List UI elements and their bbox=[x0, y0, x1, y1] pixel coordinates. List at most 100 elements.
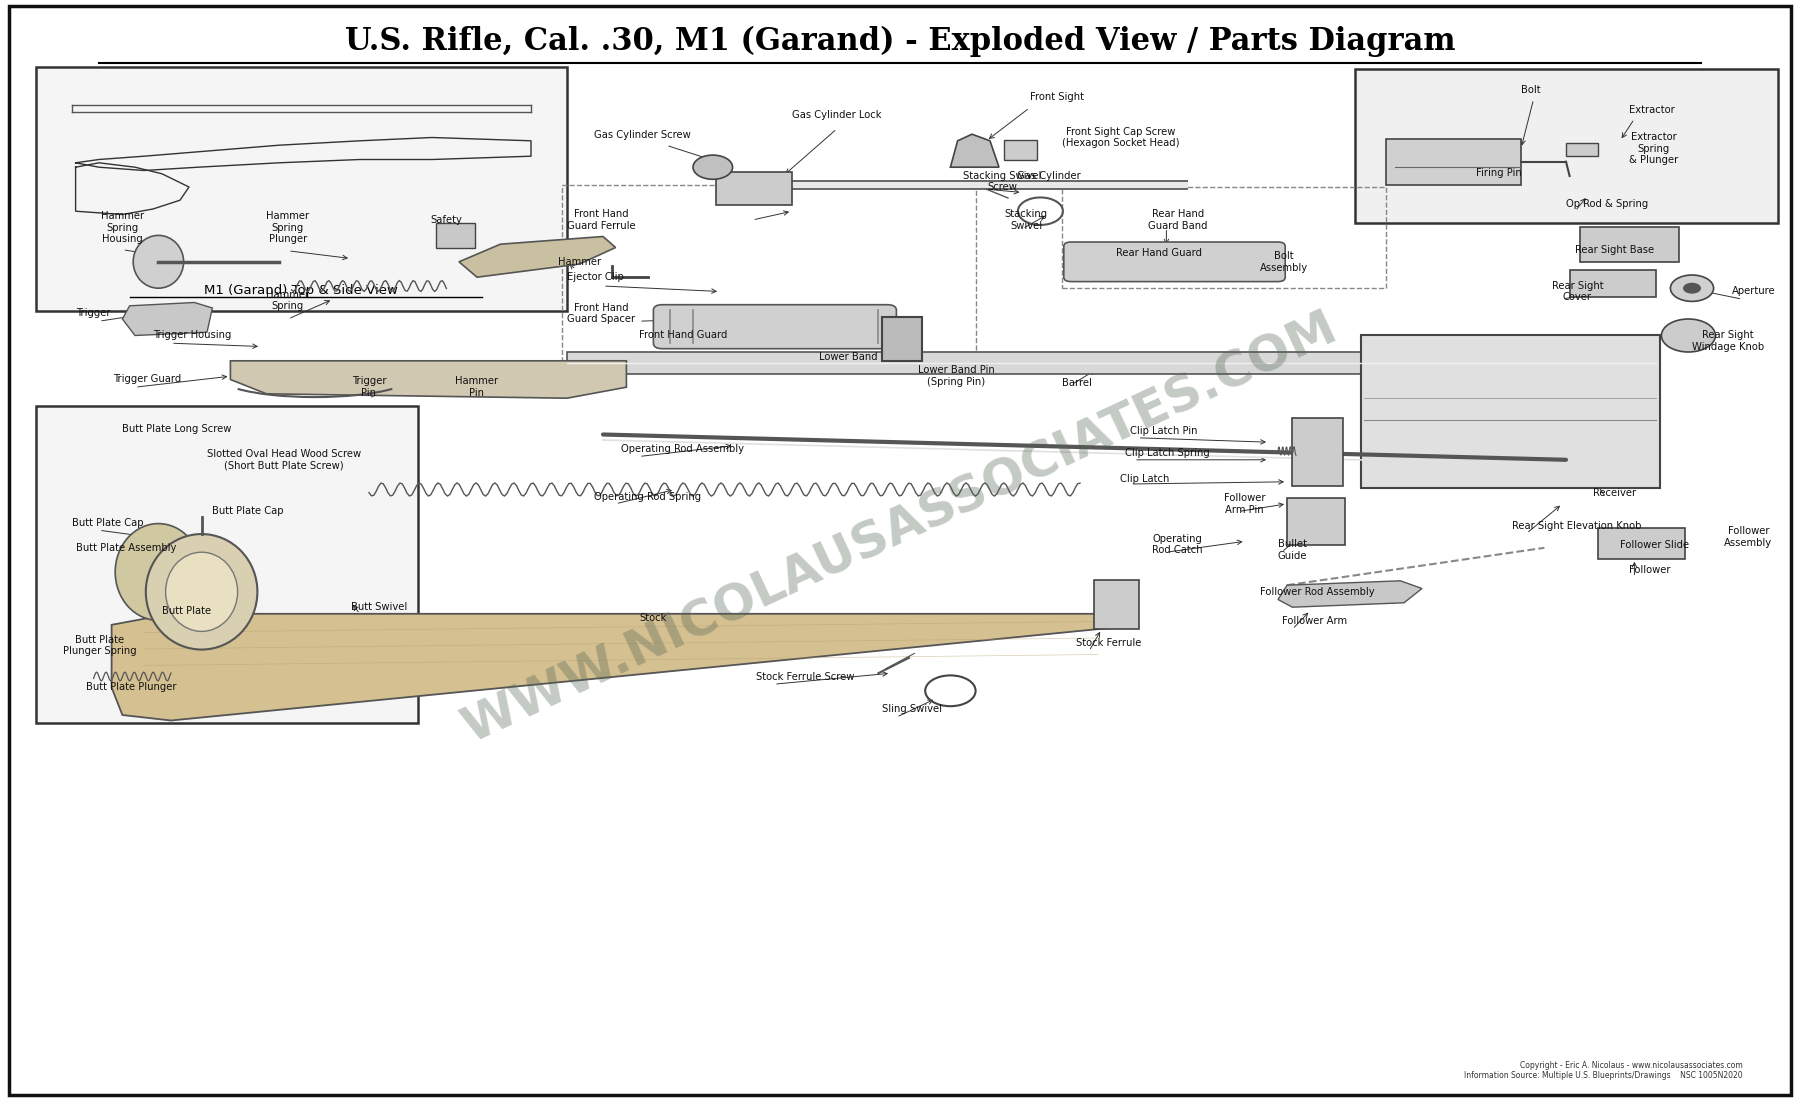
Bar bbox=[567, 352, 1656, 374]
Text: Front Sight Cap Screw
(Hexagon Socket Head): Front Sight Cap Screw (Hexagon Socket He… bbox=[1062, 126, 1179, 148]
Text: Hammer: Hammer bbox=[558, 256, 601, 267]
Polygon shape bbox=[1278, 581, 1422, 607]
Bar bbox=[1580, 227, 1679, 262]
Text: Gas Cylinder Lock: Gas Cylinder Lock bbox=[792, 110, 882, 121]
Text: Clip Latch Spring: Clip Latch Spring bbox=[1125, 448, 1210, 459]
FancyBboxPatch shape bbox=[653, 305, 896, 349]
Text: Front Hand Guard: Front Hand Guard bbox=[639, 330, 727, 341]
Text: Butt Plate: Butt Plate bbox=[162, 605, 211, 616]
Bar bbox=[1570, 270, 1656, 297]
FancyBboxPatch shape bbox=[36, 406, 418, 723]
Text: Butt Plate Cap: Butt Plate Cap bbox=[72, 517, 144, 528]
FancyBboxPatch shape bbox=[1064, 242, 1285, 282]
Polygon shape bbox=[950, 134, 999, 167]
Bar bbox=[1292, 418, 1343, 486]
Ellipse shape bbox=[133, 235, 184, 288]
Text: Receiver: Receiver bbox=[1593, 487, 1636, 498]
Text: Follower: Follower bbox=[1629, 564, 1670, 575]
Text: Rear Hand Guard: Rear Hand Guard bbox=[1116, 248, 1202, 258]
Bar bbox=[716, 172, 792, 205]
Text: Hammer
Spring
Housing: Hammer Spring Housing bbox=[101, 211, 144, 244]
Circle shape bbox=[1661, 319, 1715, 352]
Text: Bolt
Assembly: Bolt Assembly bbox=[1260, 251, 1309, 273]
Text: Hammer
Spring
Plunger: Hammer Spring Plunger bbox=[266, 211, 310, 244]
Ellipse shape bbox=[115, 524, 202, 620]
Text: Operating Rod Spring: Operating Rod Spring bbox=[594, 492, 702, 503]
Text: Operating
Rod Catch: Operating Rod Catch bbox=[1152, 534, 1202, 556]
Text: Butt Plate
Plunger Spring: Butt Plate Plunger Spring bbox=[63, 635, 137, 657]
Text: Clip Latch: Clip Latch bbox=[1120, 473, 1168, 484]
Text: Extractor
Spring
& Plunger: Extractor Spring & Plunger bbox=[1629, 132, 1678, 165]
Text: Follower Slide: Follower Slide bbox=[1620, 539, 1688, 550]
Text: Follower
Assembly: Follower Assembly bbox=[1724, 526, 1773, 548]
Text: Operating Rod Assembly: Operating Rod Assembly bbox=[621, 443, 743, 454]
Text: Slotted Oval Head Wood Screw
(Short Butt Plate Screw): Slotted Oval Head Wood Screw (Short Butt… bbox=[207, 449, 362, 471]
FancyBboxPatch shape bbox=[36, 67, 567, 311]
Text: Sling Swivel: Sling Swivel bbox=[882, 704, 941, 715]
Text: Gas Cylinder: Gas Cylinder bbox=[1017, 170, 1080, 182]
Text: Bolt: Bolt bbox=[1521, 85, 1541, 96]
Polygon shape bbox=[230, 361, 626, 398]
Bar bbox=[1004, 140, 1037, 159]
Text: Trigger
Pin: Trigger Pin bbox=[351, 376, 387, 398]
Bar bbox=[1566, 143, 1598, 156]
Bar bbox=[1287, 498, 1345, 544]
Polygon shape bbox=[459, 236, 616, 277]
Text: Ejector Clip: Ejector Clip bbox=[567, 272, 625, 283]
Ellipse shape bbox=[166, 552, 238, 631]
Text: Butt Plate Assembly: Butt Plate Assembly bbox=[76, 542, 176, 553]
Text: U.S. Rifle, Cal. .30, M1 (Garand) - Exploded View / Parts Diagram: U.S. Rifle, Cal. .30, M1 (Garand) - Expl… bbox=[344, 26, 1456, 57]
Text: Stock Ferrule: Stock Ferrule bbox=[1076, 638, 1141, 649]
Text: Trigger Housing: Trigger Housing bbox=[153, 330, 232, 341]
Text: Stacking
Swivel: Stacking Swivel bbox=[1004, 209, 1048, 231]
Text: Stock: Stock bbox=[639, 613, 666, 624]
Text: Copyright - Eric A. Nicolaus - www.nicolausassociates.com
Information Source: Mu: Copyright - Eric A. Nicolaus - www.nicol… bbox=[1463, 1060, 1742, 1080]
Text: Stacking Swivel
Screw: Stacking Swivel Screw bbox=[963, 170, 1042, 192]
Polygon shape bbox=[122, 302, 212, 336]
Text: Front Hand
Guard Ferrule: Front Hand Guard Ferrule bbox=[567, 209, 635, 231]
Circle shape bbox=[1670, 275, 1714, 301]
Text: Front Sight: Front Sight bbox=[1030, 91, 1084, 102]
Text: Lower Band Pin
(Spring Pin): Lower Band Pin (Spring Pin) bbox=[918, 365, 995, 387]
Text: Rear Sight
Windage Knob: Rear Sight Windage Knob bbox=[1692, 330, 1764, 352]
Bar bbox=[1598, 528, 1685, 559]
Text: Clip Latch Pin: Clip Latch Pin bbox=[1130, 426, 1199, 437]
Text: Butt Plate Plunger: Butt Plate Plunger bbox=[86, 682, 176, 693]
Circle shape bbox=[1683, 283, 1701, 294]
Text: Op Rod & Spring: Op Rod & Spring bbox=[1566, 198, 1649, 209]
Text: Rear Sight Base: Rear Sight Base bbox=[1575, 244, 1654, 255]
Text: Aperture: Aperture bbox=[1732, 286, 1775, 297]
Text: Lower Band: Lower Band bbox=[819, 352, 878, 363]
Text: Gas Cylinder Screw: Gas Cylinder Screw bbox=[594, 130, 691, 141]
Text: Follower Arm: Follower Arm bbox=[1282, 616, 1346, 627]
Text: Trigger: Trigger bbox=[76, 308, 110, 319]
Text: Hammer
Pin: Hammer Pin bbox=[455, 376, 499, 398]
Text: Bullet
Guide: Bullet Guide bbox=[1278, 539, 1307, 561]
Bar bbox=[1386, 139, 1521, 185]
Bar bbox=[436, 223, 475, 248]
Text: Butt Swivel: Butt Swivel bbox=[351, 602, 407, 613]
FancyBboxPatch shape bbox=[1355, 69, 1778, 223]
Text: Follower
Arm Pin: Follower Arm Pin bbox=[1224, 493, 1265, 515]
Text: Stock Ferrule Screw: Stock Ferrule Screw bbox=[756, 671, 855, 682]
Bar bbox=[562, 185, 976, 363]
Text: Rear Hand
Guard Band: Rear Hand Guard Band bbox=[1148, 209, 1208, 231]
Text: Front Hand
Guard Spacer: Front Hand Guard Spacer bbox=[567, 302, 635, 324]
Text: M1 (Garand) Top & Side View: M1 (Garand) Top & Side View bbox=[203, 284, 398, 297]
FancyBboxPatch shape bbox=[1361, 336, 1660, 488]
Text: Extractor: Extractor bbox=[1629, 104, 1674, 116]
Polygon shape bbox=[112, 614, 1120, 720]
Bar bbox=[1062, 187, 1386, 288]
Circle shape bbox=[693, 155, 733, 179]
Text: Safety: Safety bbox=[430, 214, 463, 225]
Text: Barrel: Barrel bbox=[1062, 377, 1093, 388]
Ellipse shape bbox=[146, 534, 257, 649]
Bar bbox=[882, 317, 922, 361]
Text: Firing Pin: Firing Pin bbox=[1476, 167, 1521, 178]
Text: Follower Rod Assembly: Follower Rod Assembly bbox=[1260, 586, 1375, 597]
Text: Butt Plate Cap: Butt Plate Cap bbox=[212, 506, 284, 517]
Text: Hammer
Spring: Hammer Spring bbox=[266, 289, 310, 311]
Text: Rear Sight
Cover: Rear Sight Cover bbox=[1552, 280, 1604, 302]
Text: Butt Plate Long Screw: Butt Plate Long Screw bbox=[122, 424, 232, 434]
Text: Rear Sight Elevation Knob: Rear Sight Elevation Knob bbox=[1512, 520, 1642, 531]
